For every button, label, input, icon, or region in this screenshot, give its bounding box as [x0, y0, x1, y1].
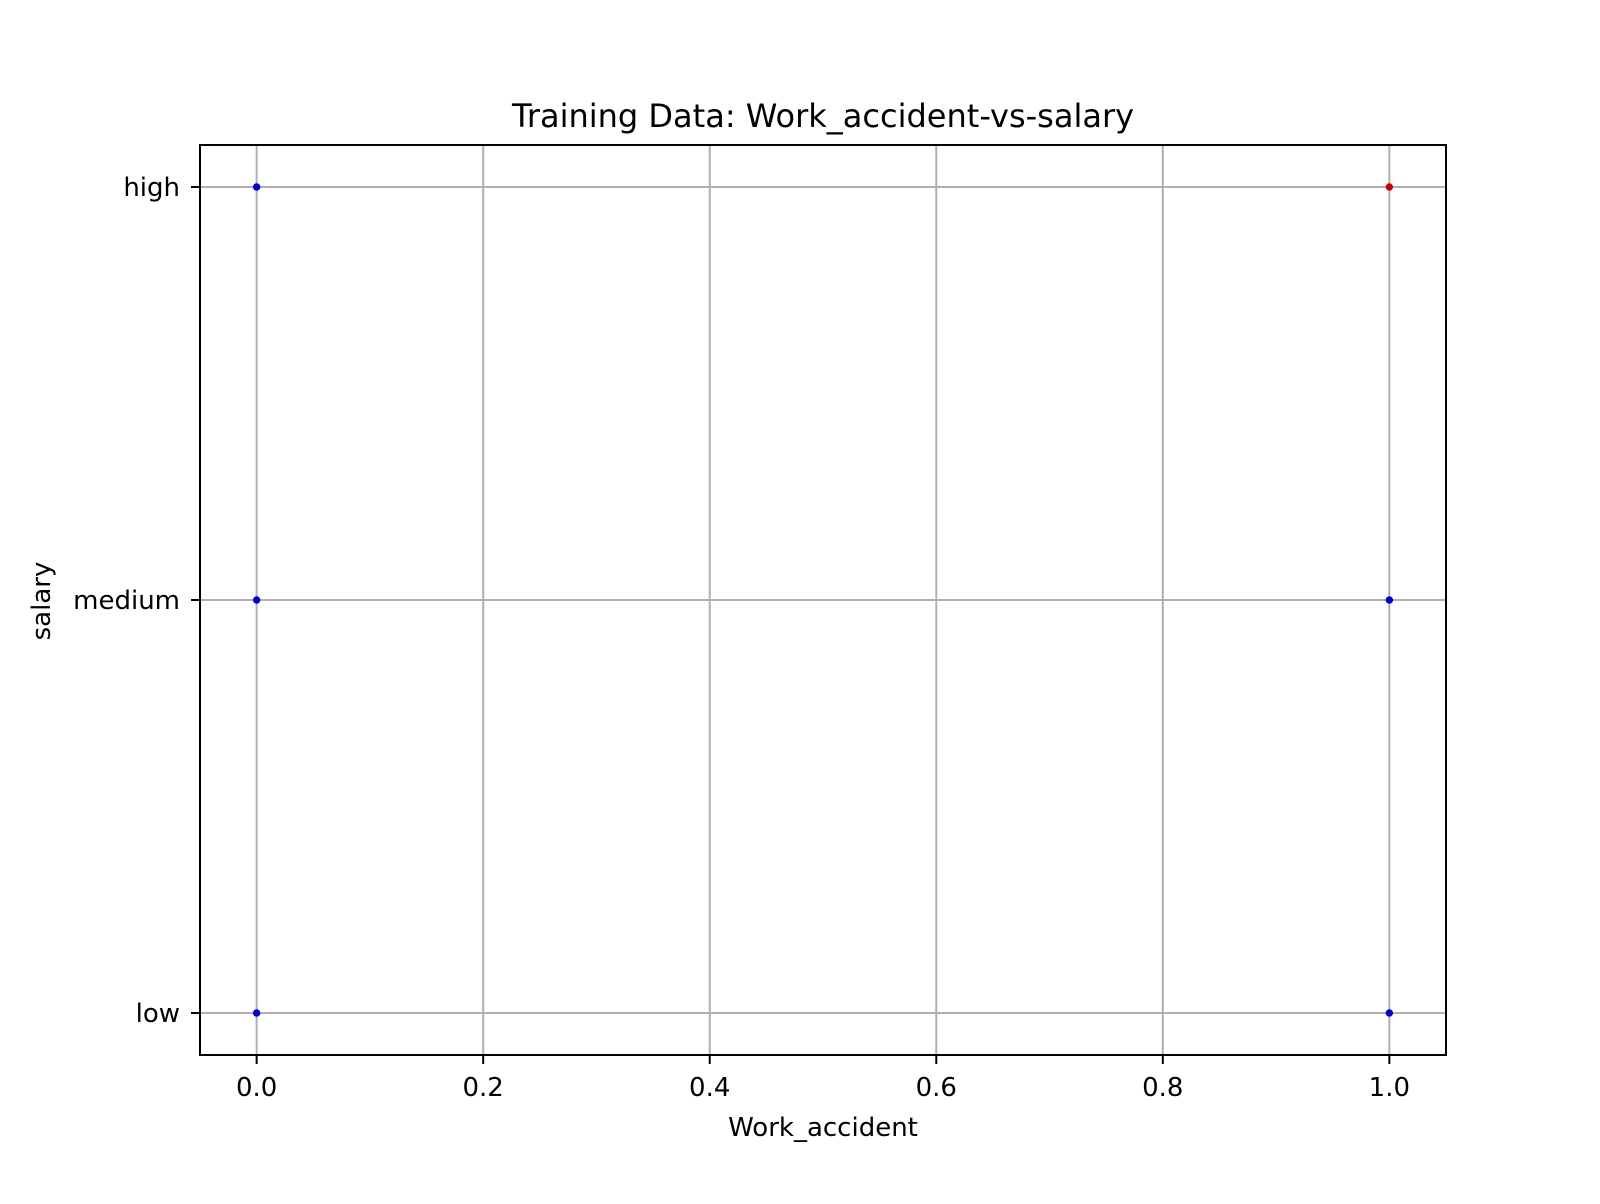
- data-point: [252, 1009, 261, 1017]
- x-tick-label: 0.6: [916, 1073, 957, 1103]
- point-layer: [252, 183, 1394, 1017]
- chart-title: Training Data: Work_accident-vs-salary: [511, 97, 1134, 135]
- y-tick-label: medium: [73, 586, 180, 616]
- y-tick-label: low: [136, 999, 180, 1029]
- x-axis-label: Work_accident: [728, 1113, 918, 1143]
- x-tick-label: 0.8: [1142, 1073, 1183, 1103]
- data-point: [1385, 596, 1394, 604]
- y-tick-label: high: [123, 173, 180, 203]
- x-tick-label: 0.0: [236, 1073, 277, 1103]
- x-tick-label: 0.4: [689, 1073, 730, 1103]
- data-point: [252, 596, 261, 604]
- x-tick-label: 1.0: [1369, 1073, 1410, 1103]
- data-point: [1385, 183, 1394, 191]
- tick-layer: 0.0 0.2 0.4 0.6 0.8 1.0 low medium high: [73, 173, 1410, 1103]
- data-point: [1385, 1009, 1394, 1017]
- grid-layer: [200, 145, 1446, 1055]
- y-axis-label: salary: [27, 562, 57, 641]
- x-tick-label: 0.2: [463, 1073, 504, 1103]
- data-point: [252, 183, 261, 191]
